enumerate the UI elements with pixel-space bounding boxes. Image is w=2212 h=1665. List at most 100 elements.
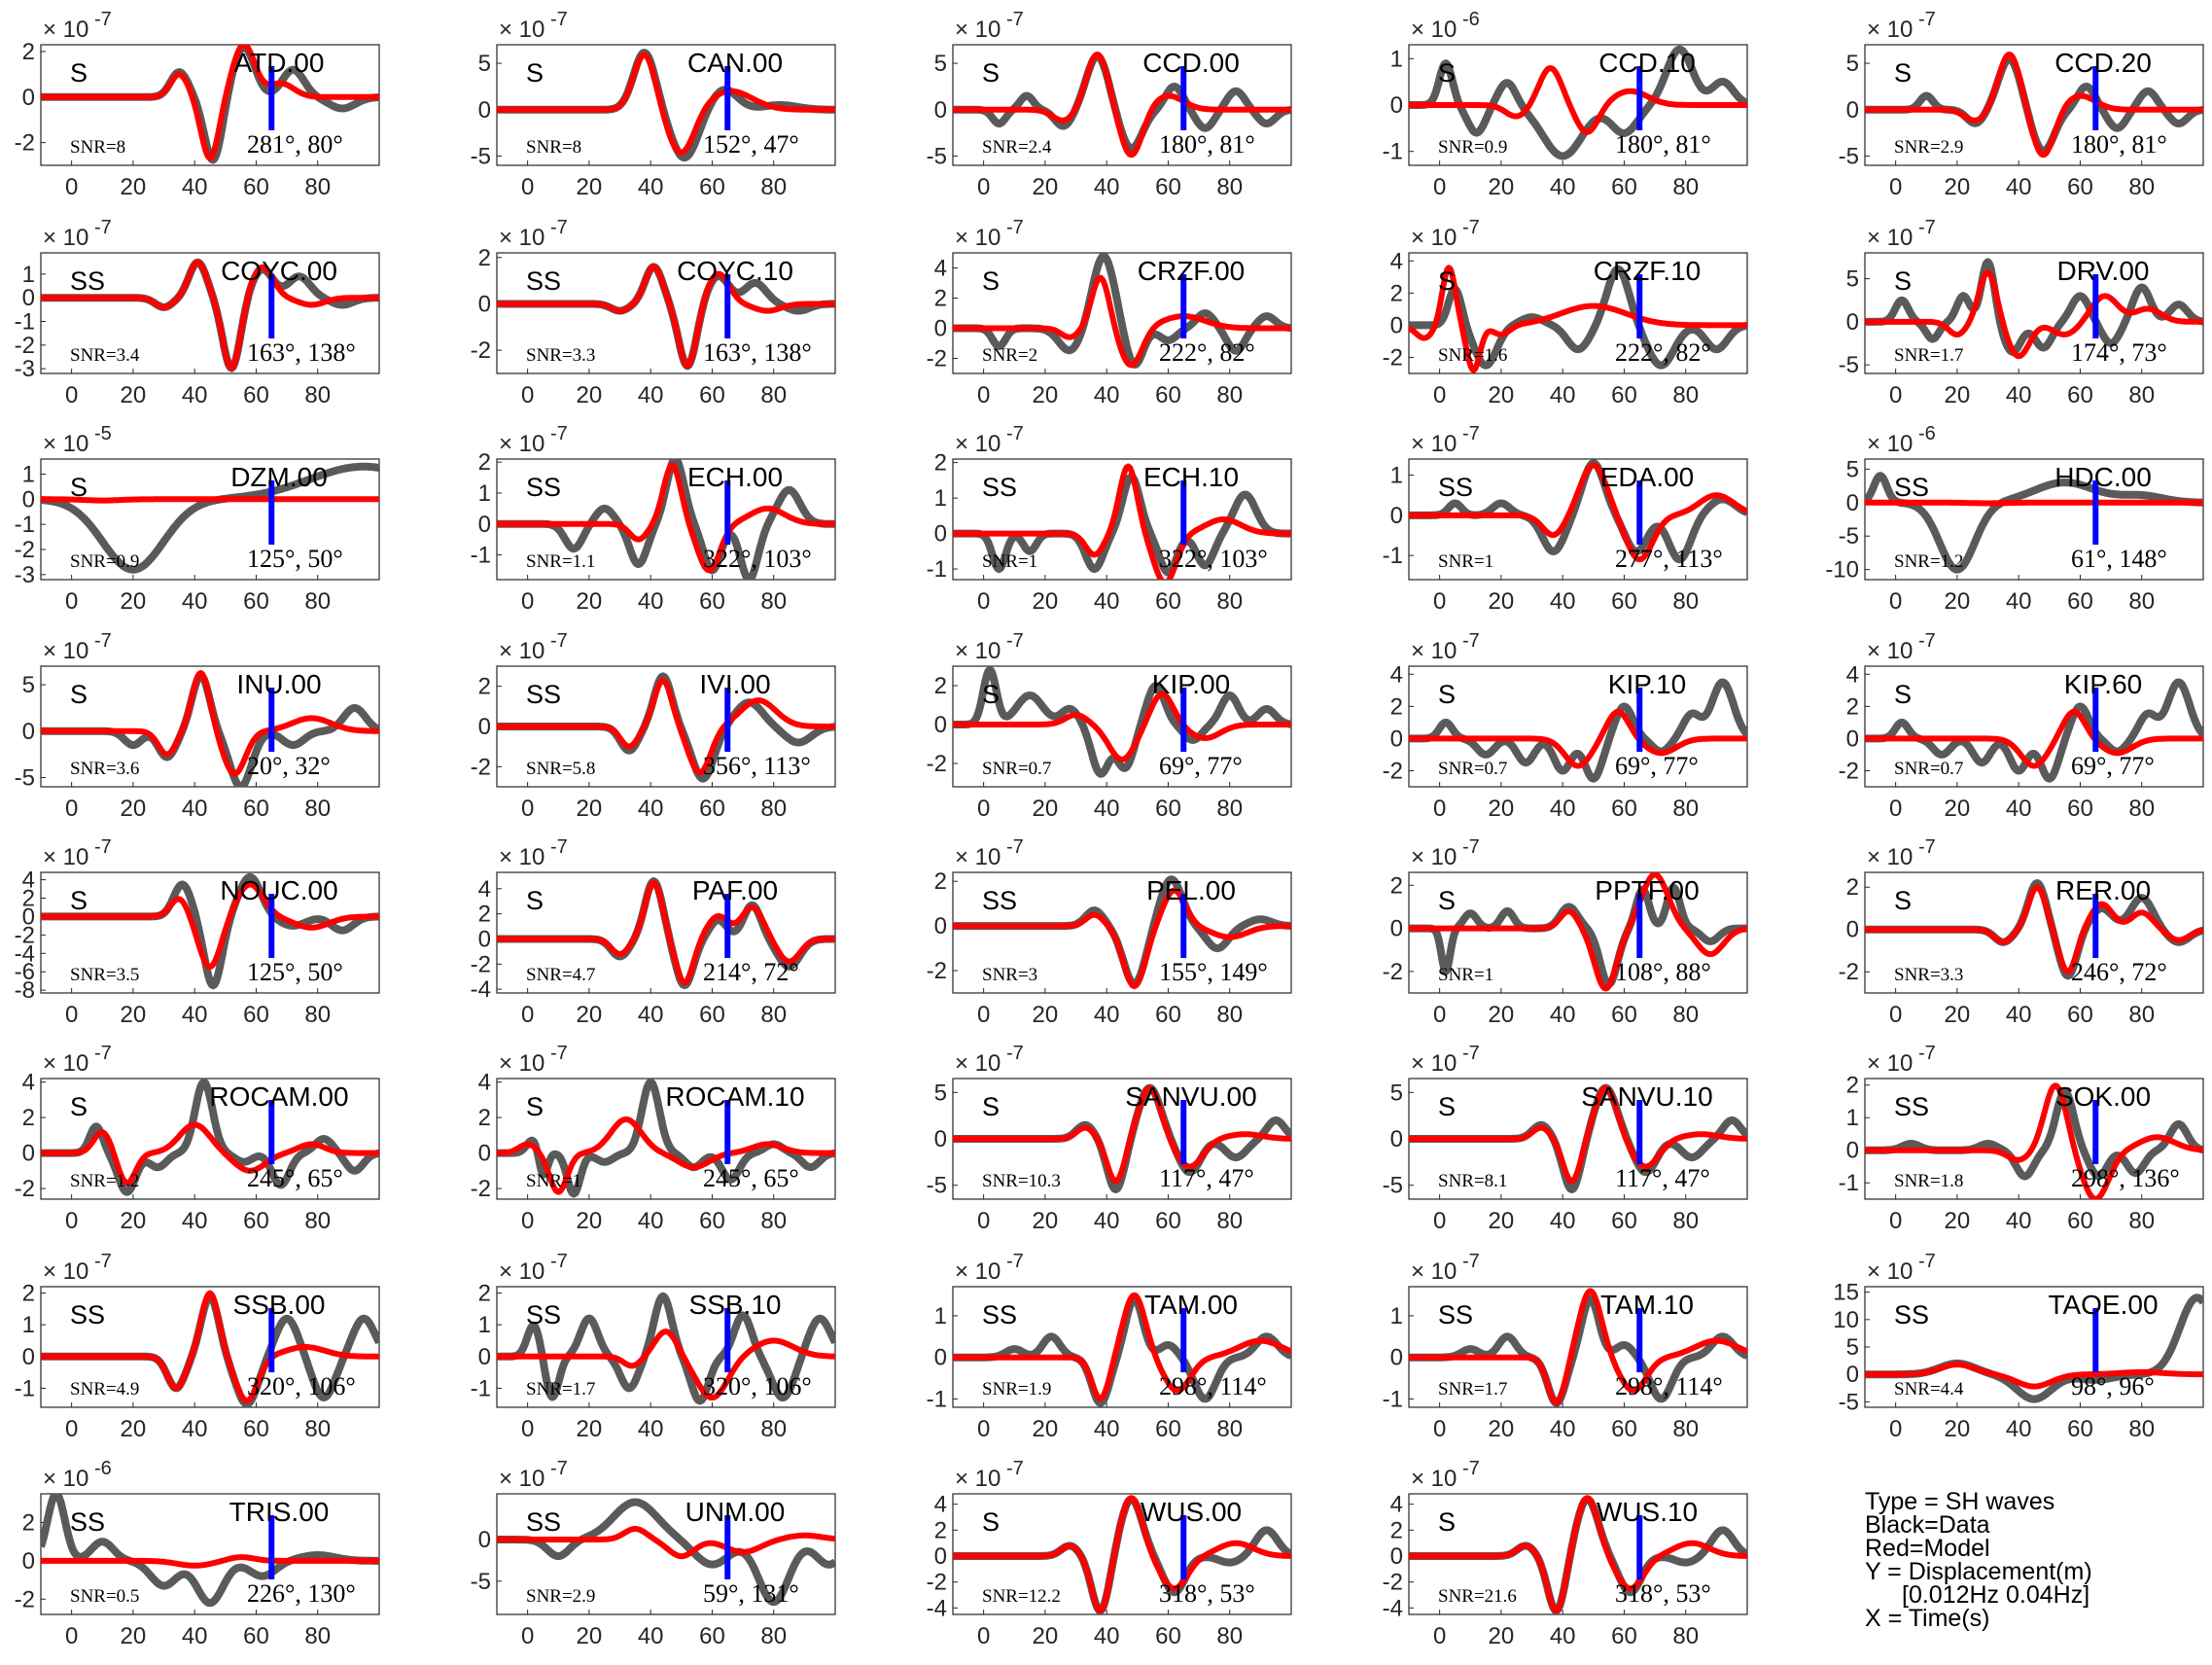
x-tick-label: 60	[1611, 1416, 1637, 1442]
x-tick-label: 40	[1094, 1208, 1120, 1234]
y-tick-label: -2	[1839, 959, 1859, 985]
azimuth-label: 298°, 114°	[1615, 1372, 1723, 1400]
y-tick-label: -5	[471, 1569, 491, 1595]
x-tick-label: 60	[699, 1208, 725, 1234]
x-tick-label: 0	[1889, 1208, 1902, 1234]
model-trace	[497, 677, 835, 776]
y-tick-label: -8	[15, 977, 35, 1004]
x-tick-label: 20	[1489, 382, 1515, 408]
x-tick-label: 60	[699, 1623, 725, 1649]
y-tick-label: -1	[15, 1375, 35, 1401]
y-exponent-label: × 10 -7	[43, 1043, 112, 1077]
y-tick-label: 0	[1846, 309, 1859, 336]
legend-x-axis: X = Time(s)	[1865, 1605, 1990, 1632]
snr-label: SNR=10.3	[982, 1171, 1061, 1191]
x-tick-label: 20	[1033, 1416, 1059, 1442]
model-trace	[497, 879, 835, 986]
y-exponent-label: × 10 -7	[1867, 1043, 1936, 1077]
data-trace	[41, 1079, 379, 1196]
azimuth-label: 246°, 72°	[2071, 958, 2167, 986]
x-tick-label: 80	[1216, 588, 1243, 615]
y-tick-label: 0	[1846, 1138, 1859, 1164]
x-tick-label: 40	[1550, 796, 1576, 822]
y-tick-label: 0	[478, 1141, 491, 1167]
x-tick-label: 40	[2006, 588, 2032, 615]
y-tick-label: -2	[927, 958, 947, 984]
x-tick-label: 80	[304, 1002, 331, 1028]
snr-label: SNR=0.7	[1894, 759, 1963, 779]
y-tick-label: 5	[1390, 1080, 1403, 1106]
model-trace	[41, 1290, 379, 1404]
model-trace	[1865, 52, 2203, 159]
phase-label: S	[982, 680, 1000, 709]
y-tick-label: 2	[1846, 1073, 1859, 1099]
x-tick-label: 40	[638, 174, 664, 200]
x-tick-label: 0	[65, 174, 78, 200]
panel-crzf-10: 0 20 40 60 80 -2 0 2 4 × 10 -7 S SNR=1.6 CRZF.10 222°…	[1383, 217, 1748, 408]
y-tick-label: 0	[478, 291, 491, 317]
model-trace	[1865, 1362, 2203, 1390]
azimuth-label: 281°, 80°	[247, 130, 343, 159]
x-tick-label: 40	[1550, 1623, 1576, 1649]
azimuth-label: 163°, 138°	[247, 338, 356, 367]
y-tick-label: 1	[478, 1312, 491, 1338]
x-tick-label: 80	[2128, 1002, 2155, 1028]
y-tick-label: 4	[934, 1492, 947, 1518]
x-tick-label: 0	[1889, 588, 1902, 615]
y-tick-label: 0	[934, 1126, 947, 1152]
x-tick-label: 20	[577, 588, 603, 615]
plot-frame	[496, 1078, 836, 1200]
y-tick-label: -2	[927, 751, 947, 777]
x-tick-label: 80	[2128, 588, 2155, 615]
snr-label: SNR=1	[1438, 965, 1493, 985]
azimuth-label: 245°, 65°	[703, 1164, 799, 1192]
y-tick-label: 2	[478, 449, 491, 476]
model-trace	[1409, 462, 1747, 563]
y-tick-label: 2	[1390, 872, 1403, 899]
phase-label: SS	[526, 473, 561, 502]
x-tick-label: 20	[1945, 588, 1971, 615]
x-tick-label: 0	[65, 796, 78, 822]
y-tick-label: -2	[471, 1176, 491, 1202]
panel-can-00: 0 20 40 60 80 -5 0 5 × 10 -7 S SNR=8 CAN.00 152°, 47…	[471, 9, 836, 200]
station-label: SOK.00	[2055, 1081, 2151, 1112]
x-tick-label: 60	[1155, 1002, 1181, 1028]
y-exponent-label: × 10 -7	[43, 217, 112, 251]
plot-frame	[496, 871, 836, 994]
x-tick-label: 80	[2128, 382, 2155, 408]
y-exponent-label: × 10 -7	[1867, 836, 1936, 870]
x-tick-label: 60	[699, 174, 725, 200]
x-tick-label: 0	[977, 1416, 990, 1442]
station-label: PEL.00	[1146, 875, 1236, 905]
x-tick-label: 0	[1433, 174, 1446, 200]
x-tick-label: 80	[304, 588, 331, 615]
y-tick-label: 1	[934, 1303, 947, 1329]
plot-frame	[952, 252, 1292, 374]
x-tick-label: 60	[243, 588, 269, 615]
y-tick-label: 2	[478, 245, 491, 271]
y-tick-label: 0	[1390, 1126, 1403, 1152]
x-tick-label: 80	[304, 1416, 331, 1442]
x-tick-label: 80	[1672, 382, 1699, 408]
x-tick-label: 0	[1433, 1208, 1446, 1234]
station-label: HDC.00	[2054, 462, 2152, 492]
y-tick-label: -2	[15, 1586, 35, 1612]
plot-frame	[1864, 458, 2204, 581]
snr-label: SNR=1	[1438, 551, 1493, 572]
plot-frame	[952, 458, 1292, 581]
x-tick-label: 0	[65, 1002, 78, 1028]
y-tick-label: -10	[1825, 557, 1859, 584]
plot-frame	[952, 1286, 1292, 1408]
x-tick-label: 80	[1672, 1002, 1699, 1028]
x-tick-label: 0	[521, 1208, 534, 1234]
station-label: CCD.10	[1598, 48, 1696, 78]
y-tick-label: 4	[1390, 1492, 1403, 1518]
snr-label: SNR=8.1	[1438, 1171, 1507, 1191]
y-tick-label: 0	[1846, 917, 1859, 943]
x-tick-label: 40	[1094, 588, 1120, 615]
station-label: EDA.00	[1600, 462, 1695, 492]
phase-label: SS	[526, 266, 561, 296]
phase-label: S	[70, 680, 88, 709]
x-tick-label: 0	[1889, 174, 1902, 200]
phase-label: S	[982, 266, 1000, 296]
